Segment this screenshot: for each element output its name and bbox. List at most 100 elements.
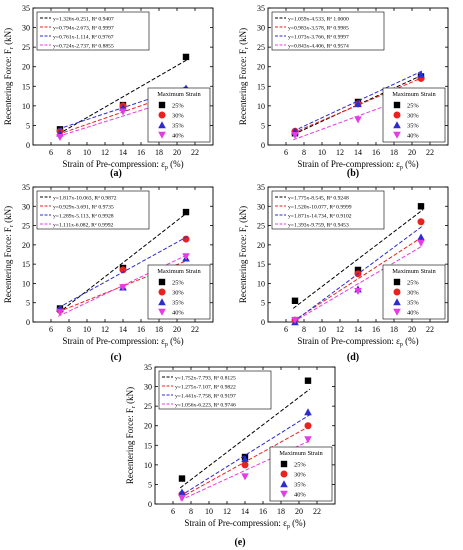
data-point-40pct (354, 287, 362, 295)
x-axis-label-subscript: p (400, 342, 403, 348)
data-point-40pct (178, 494, 186, 502)
fit-equation-text: y=0.983x-3.578, R² 0.9985 (288, 26, 349, 32)
y-axis-label-main: Recentering Force: F (3, 227, 13, 303)
legend-marker (393, 308, 401, 316)
x-axis-label-subscript: p (165, 165, 168, 171)
x-tick-label: 8 (189, 507, 193, 516)
legend-entry: 35% (172, 123, 184, 130)
legend-marker (393, 121, 401, 129)
data-point-40pct (119, 284, 127, 292)
panel-caption: (b) (347, 168, 359, 179)
y-tick-label: 15 (257, 82, 265, 91)
legend-entry: 35% (407, 300, 419, 307)
x-tick-label: 16 (259, 507, 267, 516)
y-axis-label: Recentering Force: Fr (kN) (3, 28, 15, 125)
x-tick-label: 10 (205, 507, 213, 516)
y-tick-label: 25 (22, 43, 30, 52)
chart-panel-d: 0 5 10 15 20 25 30 35 6 8 10 12 14 16 18 20 22 Recenterin… (238, 183, 449, 363)
x-tick-label: 6 (49, 148, 53, 157)
strain-legend (147, 87, 211, 143)
fit-equation-text: y=0.724x-2.737, R² 0.8855 (53, 44, 114, 50)
x-axis-label-unit: (%) (290, 518, 306, 528)
data-point-25pct (182, 208, 190, 216)
panel-caption: (e) (234, 537, 245, 548)
x-tick-label: 22 (313, 507, 321, 516)
strain-legend (382, 264, 446, 320)
x-axis-label: Strain of Pre-compression: εp (%) (184, 518, 305, 530)
fit-equation-text: y=1.059x-4.533, R² 1.0000 (288, 17, 349, 23)
y-tick-label: 5 (261, 121, 265, 130)
data-point-30pct (241, 461, 249, 469)
data-point-40pct (56, 309, 64, 317)
legend-entry: 25% (294, 462, 306, 469)
y-axis-label: Recentering Force: Fr (kN) (238, 206, 250, 303)
fit-equation-text: y=0.843x-4.406, R² 0.9574 (288, 44, 349, 50)
fit-equation-text: y=1.056x-6.223, R² 0.9746 (175, 403, 236, 409)
x-axis-label-main: Strain of Pre-compression: ε (184, 518, 287, 528)
fit-equation-text: y=1.073x-3.766, R² 0.9997 (288, 35, 349, 41)
fit-line-25pct (179, 388, 311, 489)
y-tick-label: 30 (257, 24, 265, 33)
x-tick-label: 20 (173, 325, 181, 334)
fit-equation-text: y=0.761x-1.114, R² 0.9767 (53, 35, 114, 41)
y-tick-label: 20 (257, 63, 265, 72)
legend-entry: 25% (407, 280, 419, 287)
y-tick-label: 30 (257, 202, 265, 211)
chart-panel-a: 0 5 10 15 20 25 30 35 6 8 10 12 14 16 18 20 22 Recenterin… (3, 4, 214, 179)
x-axis-label-subscript: p (400, 165, 403, 171)
x-tick-label: 6 (284, 148, 288, 157)
legend-entry: 30% (172, 113, 184, 120)
data-point-35pct (417, 233, 425, 241)
y-tick-label: 35 (22, 183, 30, 192)
fit-equation-text: y=1.775x-8.545, R² 0.9248 (288, 196, 349, 202)
legend-entry: 30% (172, 290, 184, 297)
y-tick-label: 25 (257, 222, 265, 231)
fit-equation-text: y=0.929x-3.691, R² 0.9735 (53, 205, 114, 211)
y-tick-label: 0 (26, 141, 30, 150)
legend-marker (393, 288, 401, 296)
y-tick-label: 35 (144, 363, 152, 372)
legend-entry: 40% (294, 492, 306, 499)
fit-equation-text: y=1.441x-7.758, R² 0.9197 (175, 394, 236, 400)
legend-entry: 30% (294, 472, 306, 479)
y-axis-label-subscript: r (131, 406, 137, 408)
data-point-40pct (417, 239, 425, 247)
x-axis-label-subscript: p (287, 524, 290, 530)
x-tick-label: 14 (119, 325, 127, 334)
y-tick-label: 35 (257, 183, 265, 192)
legend-entry: 25% (172, 103, 184, 110)
fit-equation-text: y=1.752x-7.793, R² 0.8125 (175, 376, 236, 382)
legend-title: Maximum Strain (279, 450, 323, 457)
legend-marker (280, 460, 288, 468)
data-point-40pct (119, 108, 127, 116)
fit-line-40pct (58, 95, 188, 137)
fit-equation-text: y=1.871x-14.734, R² 0.9102 (288, 214, 352, 220)
x-tick-label: 16 (137, 325, 145, 334)
fit-equation-legend (36, 11, 150, 51)
fit-equation-legend (158, 370, 272, 410)
strain-legend (147, 264, 211, 320)
data-point-40pct (182, 253, 190, 261)
x-tick-label: 20 (295, 507, 303, 516)
legend-title: Maximum Strain (157, 91, 201, 98)
x-tick-label: 14 (119, 148, 127, 157)
x-tick-label: 18 (155, 148, 163, 157)
y-tick-label: 20 (22, 63, 30, 72)
x-axis-label-subscript: p (165, 342, 168, 348)
y-tick-label: 35 (22, 4, 30, 13)
fit-line-25pct (57, 58, 189, 135)
x-tick-label: 6 (284, 325, 288, 334)
data-point-35pct (241, 455, 249, 463)
x-tick-label: 6 (171, 507, 175, 516)
y-tick-label: 15 (257, 260, 265, 269)
x-tick-label: 12 (223, 507, 231, 516)
x-tick-label: 8 (67, 148, 71, 157)
legend-title: Maximum Strain (157, 268, 201, 275)
x-axis-label-main: Strain of Pre-compression: ε (62, 336, 165, 346)
x-tick-label: 8 (67, 325, 71, 334)
x-tick-label: 18 (155, 325, 163, 334)
y-tick-label: 25 (257, 43, 265, 52)
legend-entry: 30% (407, 113, 419, 120)
legend-marker (158, 101, 166, 109)
x-tick-label: 16 (137, 148, 145, 157)
